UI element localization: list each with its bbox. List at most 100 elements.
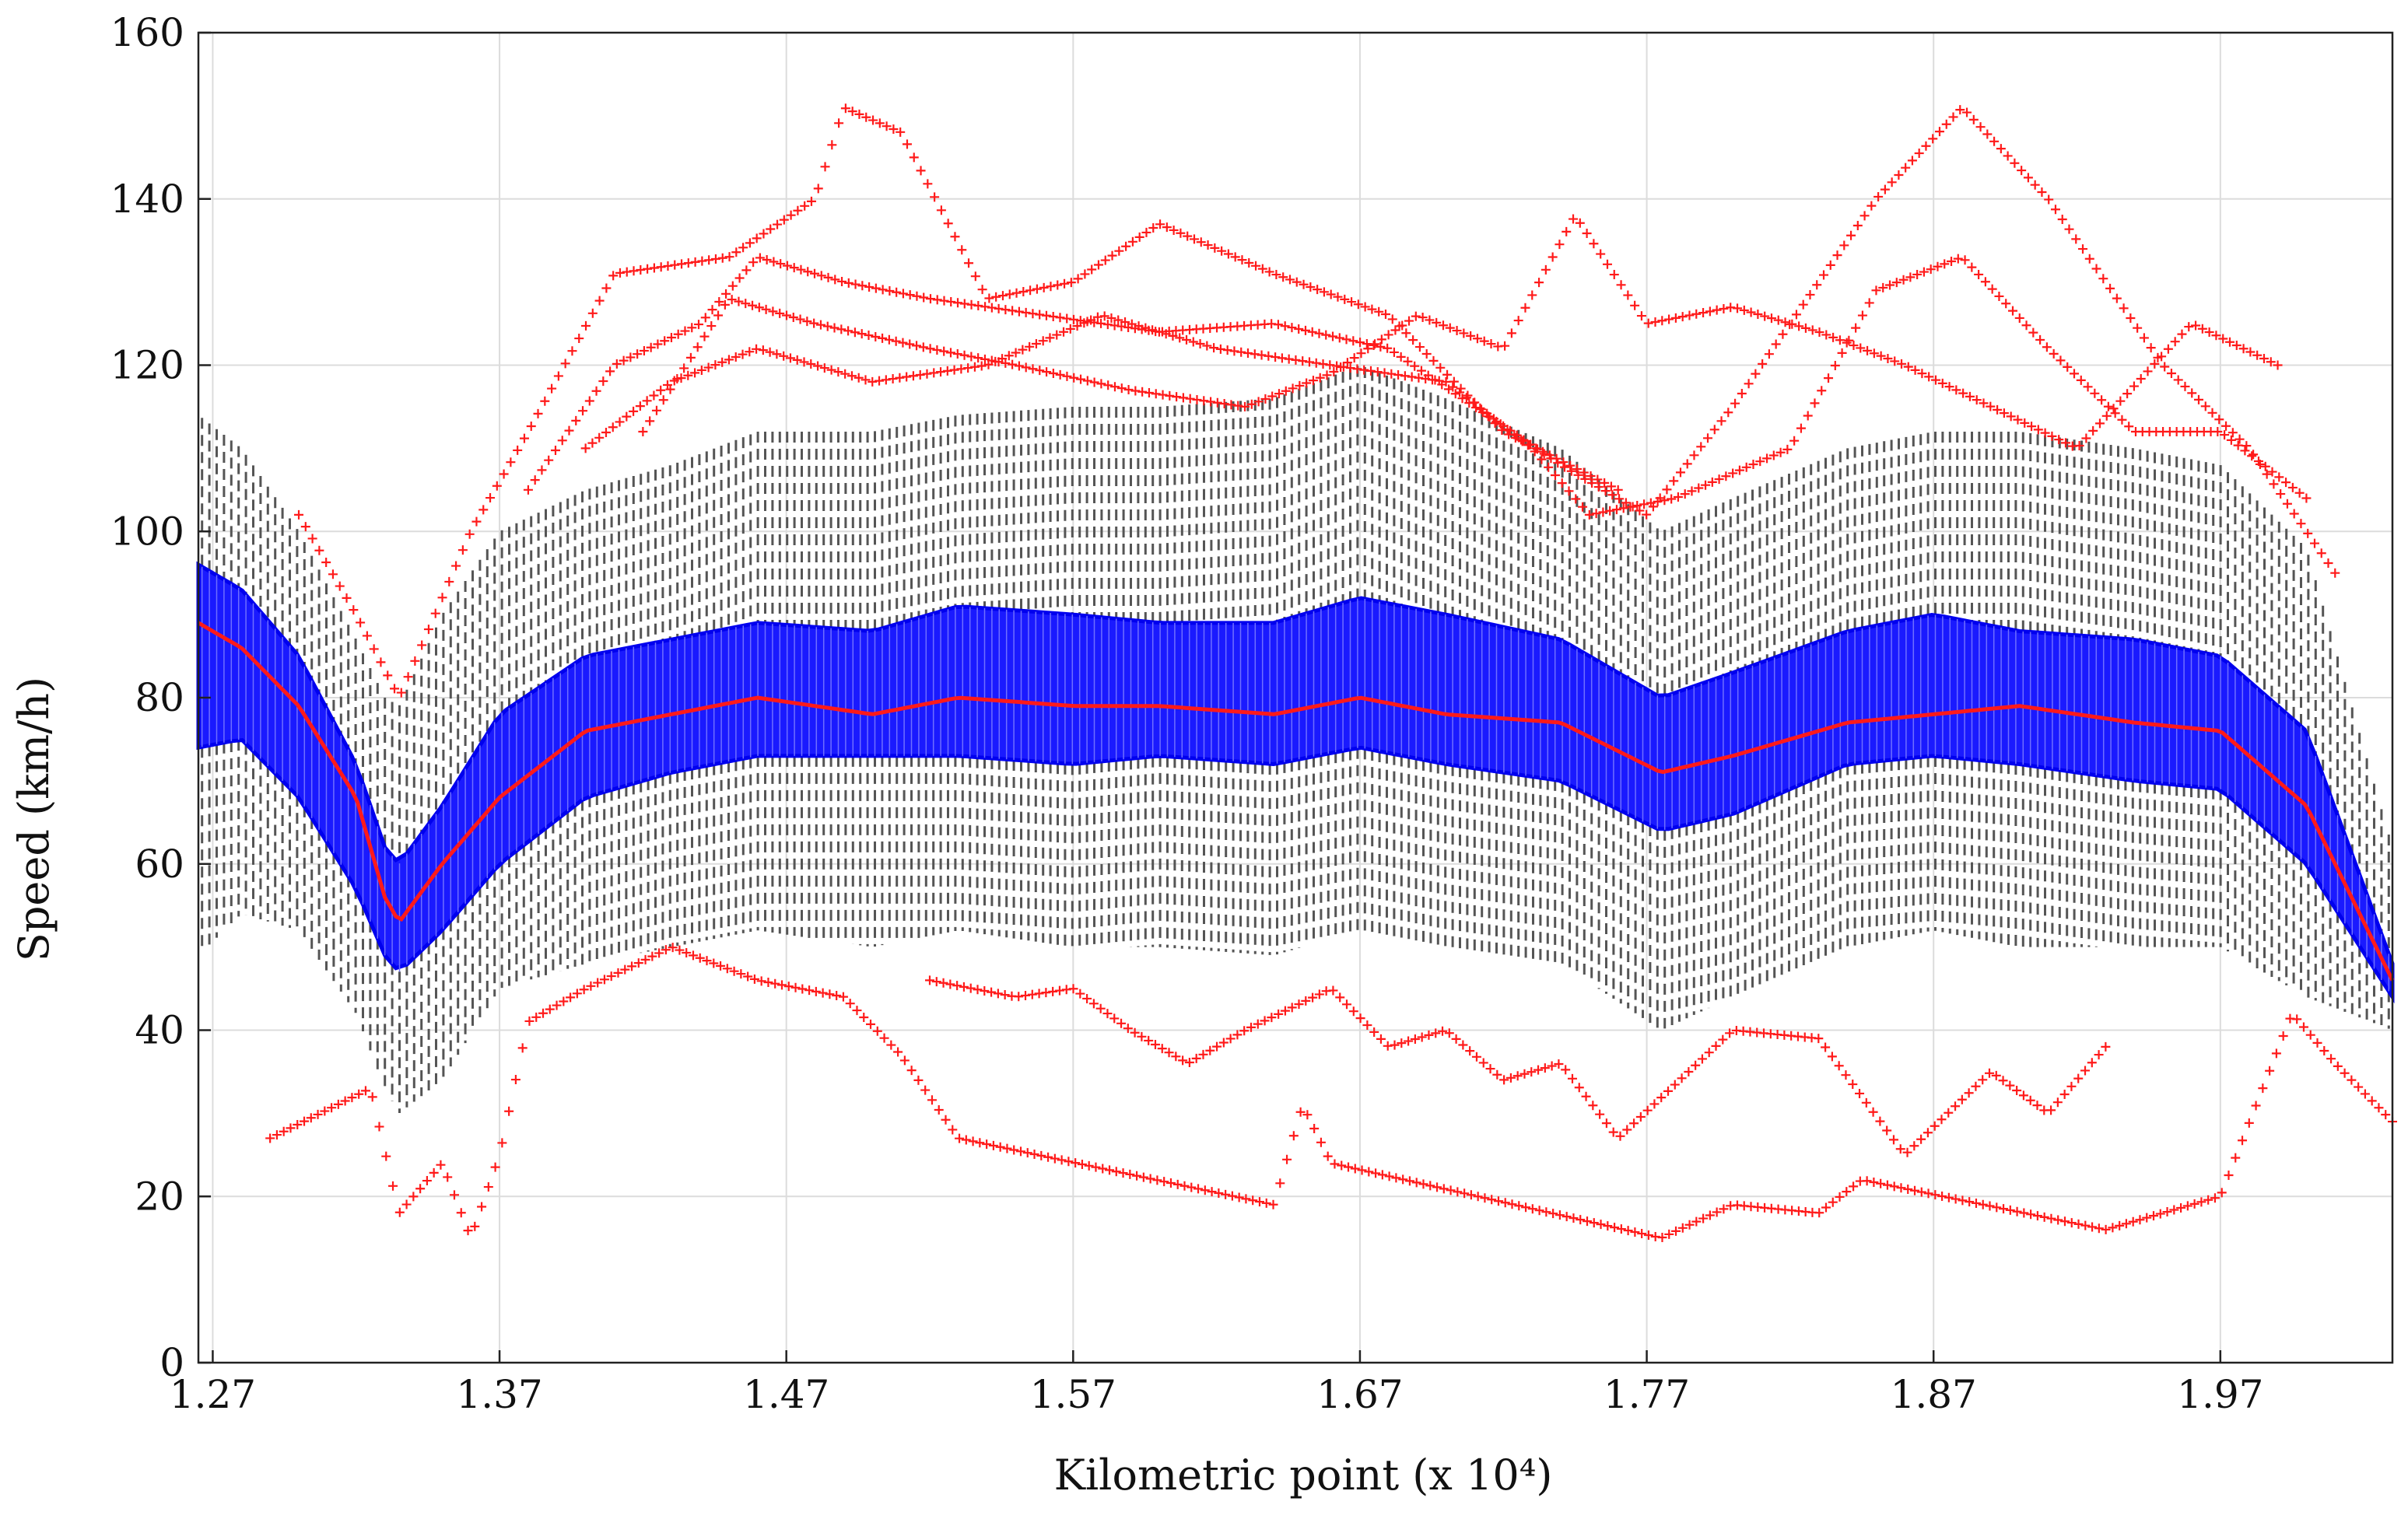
outlier-marker-1-67 (980, 302, 990, 312)
outlier-marker-3-0 (638, 427, 648, 436)
outlier-marker-0-98 (964, 258, 974, 268)
outlier-marker-0-94 (936, 205, 946, 215)
outlier-marker-0-88 (896, 127, 906, 137)
outlier-marker-4-26 (1102, 1009, 1113, 1019)
outlier-marker-0-67 (752, 233, 762, 243)
outlier-marker-5-31 (477, 1202, 487, 1212)
outlier-marker-5-114 (1043, 1152, 1053, 1162)
box-band (196, 561, 2395, 1004)
outlier-marker-5-11 (340, 1096, 350, 1106)
outlier-marker-5-142 (1234, 1192, 1244, 1202)
outlier-marker-0-82 (854, 109, 864, 119)
outlier-marker-5-201 (1637, 1229, 1647, 1239)
outlier-marker-5-65 (709, 958, 719, 968)
outlier-marker-3-212 (2088, 425, 2098, 436)
outlier-marker-2-216 (2056, 355, 2066, 366)
outlier-marker-1-22 (673, 329, 683, 339)
outlier-marker-4-65 (1369, 1027, 1379, 1037)
outlier-marker-4-5 (959, 982, 969, 992)
outlier-marker-1-200 (1887, 177, 1897, 187)
outlier-marker-2-215 (2049, 348, 2059, 359)
outlier-marker-2-32 (799, 357, 809, 367)
outlier-marker-3-41 (918, 342, 928, 352)
outlier-marker-5-73 (763, 978, 773, 988)
outlier-marker-0-60 (704, 255, 714, 265)
outlier-marker-3-110 (1390, 325, 1400, 335)
outlier-marker-3-220 (2143, 366, 2153, 376)
outlier-marker-0-25 (464, 529, 475, 539)
outlier-marker-3-91 (1260, 394, 1271, 404)
outlier-marker-2-41 (861, 375, 871, 385)
outlier-marker-2-4 (608, 422, 618, 432)
outlier-marker-1-116 (1314, 328, 1324, 338)
outlier-marker-1-30 (727, 281, 738, 291)
outlier-marker-5-194 (1589, 1218, 1599, 1228)
outlier-marker-5-85 (845, 999, 855, 1009)
outlier-marker-0-150 (1319, 287, 1329, 297)
outlier-marker-3-21 (781, 310, 791, 320)
outlier-marker-4-53 (1287, 1003, 1297, 1013)
outlier-marker-5-179 (1487, 1195, 1497, 1205)
outlier-marker-4-61 (1342, 999, 1352, 1010)
outlier-marker-2-79 (1120, 317, 1130, 327)
outlier-marker-1-212 (1968, 114, 1979, 124)
outlier-marker-1-121 (1348, 336, 1358, 346)
outlier-marker-3-149 (1657, 316, 1667, 326)
outlier-marker-4-162 (2032, 1101, 2042, 1111)
outlier-marker-4-32 (1144, 1035, 1154, 1045)
outlier-marker-5-51 (613, 968, 623, 978)
outlier-marker-1-20 (660, 336, 670, 346)
outlier-marker-2-15 (683, 370, 693, 380)
outlier-marker-3-19 (768, 306, 778, 317)
outlier-marker-3-193 (1958, 388, 1968, 398)
outlier-marker-5-135 (1186, 1182, 1197, 1192)
outlier-marker-2-176 (1782, 444, 1793, 454)
outlier-marker-2-7 (629, 406, 639, 416)
outlier-marker-0-104 (1004, 289, 1015, 299)
outlier-marker-4-55 (1301, 996, 1311, 1006)
outlier-marker-0-16 (403, 672, 413, 682)
outlier-marker-1-59 (925, 294, 935, 304)
outlier-marker-4-157 (1998, 1076, 2008, 1086)
outlier-marker-3-37 (891, 336, 901, 346)
outlier-marker-0-52 (649, 263, 659, 273)
outlier-marker-1-43 (816, 271, 826, 281)
x-tick-label-0: 1.27 (170, 1372, 256, 1417)
outlier-marker-0-65 (738, 243, 748, 253)
outlier-marker-3-7 (685, 352, 696, 362)
outlier-marker-0-160 (1387, 314, 1397, 324)
outlier-marker-5-182 (1507, 1199, 1517, 1209)
outlier-marker-3-118 (1445, 323, 1455, 333)
outlier-marker-3-22 (788, 313, 798, 323)
outlier-marker-3-128 (1513, 316, 1523, 326)
outlier-marker-0-149 (1313, 285, 1323, 295)
outlier-marker-3-235 (2245, 347, 2256, 357)
outlier-marker-4-148 (1937, 1115, 1947, 1125)
outlier-marker-0-159 (1380, 309, 1390, 319)
outlier-marker-4-172 (2101, 1041, 2111, 1052)
outlier-marker-1-28 (714, 296, 724, 306)
outlier-marker-3-30 (843, 326, 853, 336)
outlier-marker-5-13 (354, 1089, 364, 1099)
outlier-marker-1-68 (987, 303, 997, 313)
outlier-marker-1-58 (919, 292, 929, 303)
outlier-marker-1-111 (1280, 321, 1290, 331)
outlier-marker-5-178 (1480, 1193, 1490, 1203)
outlier-marker-5-285 (2210, 1193, 2220, 1203)
outlier-marker-0-123 (1134, 232, 1144, 242)
outlier-marker-5-34 (497, 1138, 507, 1148)
outlier-marker-0-189 (1586, 471, 1596, 481)
outlier-marker-3-221 (2150, 359, 2160, 369)
outlier-marker-1-238 (2146, 343, 2156, 353)
outlier-marker-4-113 (1697, 1054, 1707, 1064)
outlier-marker-5-16 (374, 1122, 384, 1132)
outlier-marker-2-251 (2294, 488, 2305, 498)
outlier-marker-4-70 (1404, 1036, 1414, 1046)
outlier-marker-0-121 (1121, 241, 1131, 251)
outlier-marker-0-62 (717, 253, 727, 263)
outlier-marker-5-168 (1411, 1178, 1421, 1188)
outlier-marker-3-176 (1842, 338, 1852, 348)
outlier-marker-0-86 (882, 121, 892, 131)
outlier-marker-5-88 (866, 1019, 876, 1029)
outlier-marker-5-231 (1842, 1187, 1852, 1197)
